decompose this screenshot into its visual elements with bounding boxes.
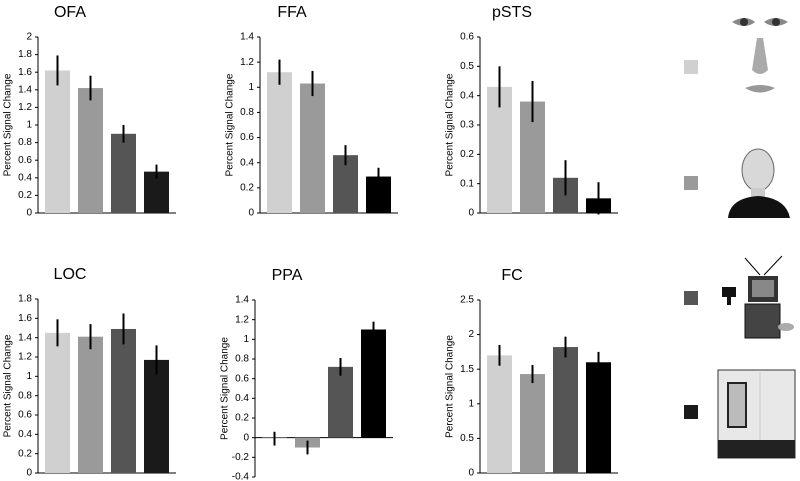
legend-swatch [684, 291, 698, 305]
y-tick-label: 0.6 [18, 155, 32, 166]
y-tick-label: 0.8 [235, 354, 249, 365]
bar [78, 336, 103, 473]
y-tick-label: 1.6 [18, 313, 32, 324]
y-tick-label: 1.5 [460, 364, 474, 375]
y-tick-label: 0.5 [460, 61, 474, 72]
legend-swatch [684, 176, 698, 190]
y-tick-label: 1.2 [18, 102, 32, 113]
bar [267, 72, 292, 213]
y-tick-label: 0 [468, 208, 474, 219]
y-tick-label: 1.6 [18, 67, 32, 78]
y-tick-label: 0.2 [235, 413, 249, 424]
bar [300, 83, 325, 213]
bar [45, 70, 70, 213]
y-tick-label: 0.4 [18, 172, 32, 183]
y-tick-label: 0.2 [18, 448, 32, 459]
y-tick-label: 0.6 [18, 410, 32, 421]
y-tick-label: 1.8 [18, 294, 32, 305]
y-tick-label: 1.4 [18, 84, 32, 95]
y-tick-label: 0.2 [240, 182, 254, 193]
bar [45, 332, 70, 473]
y-tick-label: 1.2 [240, 57, 254, 68]
panel-title: FC [501, 267, 522, 284]
y-tick-label: 0 [248, 208, 254, 219]
y-tick-label: 0.8 [240, 107, 254, 118]
y-axis-label: Percent Signal Change [3, 73, 14, 176]
y-tick-label: 1.4 [240, 32, 254, 43]
y-tick-label: 1.8 [18, 49, 32, 60]
scene-image [717, 369, 796, 459]
y-tick-label: 0.8 [18, 390, 32, 401]
panel-title: FFA [277, 4, 307, 21]
panel-title: OFA [54, 4, 86, 21]
bar [328, 366, 353, 438]
y-tick-label: 0.5 [460, 433, 474, 444]
y-axis-label: Percent Signal Change [3, 334, 14, 437]
y-tick-label: 0.8 [18, 137, 32, 148]
y-tick-label: 1 [26, 120, 32, 131]
y-tick-label: 0.6 [460, 32, 474, 43]
legend-swatch [684, 405, 698, 419]
bar [487, 355, 512, 473]
y-tick-label: 0.2 [18, 190, 32, 201]
y-axis-label: Percent Signal Change [445, 335, 456, 438]
y-tick-label: 0 [243, 432, 249, 443]
bar [586, 362, 611, 473]
face-parts-image [732, 18, 788, 93]
y-axis-label: Percent Signal Change [445, 73, 456, 176]
y-tick-label: 0.4 [235, 393, 249, 404]
y-tick-label: 0 [468, 468, 474, 479]
panel-title: pSTS [492, 4, 532, 21]
bar [78, 88, 103, 213]
y-tick-label: 0.4 [460, 90, 474, 101]
y-tick-label: 0.4 [18, 429, 32, 440]
y-tick-label: -0.2 [232, 452, 250, 463]
y-tick-label: 1.2 [235, 314, 249, 325]
y-tick-label: 1.4 [18, 332, 32, 343]
bar [111, 133, 136, 213]
y-tick-label: 0 [26, 468, 32, 479]
y-tick-label: 1 [243, 334, 249, 345]
legend-swatch [684, 60, 698, 74]
y-tick-label: 2 [26, 32, 32, 43]
y-tick-label: 1.4 [235, 295, 249, 306]
objects-image [722, 255, 794, 339]
bar [553, 347, 578, 473]
y-tick-label: -0.4 [232, 472, 250, 481]
bar [487, 86, 512, 213]
bar [144, 359, 169, 473]
y-tick-label: 0 [26, 208, 32, 219]
y-tick-label: 1 [26, 371, 32, 382]
bar [520, 374, 545, 473]
y-tick-label: 0.6 [240, 132, 254, 143]
body-image [728, 148, 790, 218]
y-axis-label: Percent Signal Change [220, 337, 231, 440]
y-tick-label: 0.6 [235, 373, 249, 384]
panel-title: PPA [272, 267, 303, 284]
y-tick-label: 0.1 [460, 178, 474, 189]
y-axis-label: Percent Signal Change [225, 73, 236, 176]
bar [361, 329, 386, 438]
y-tick-label: 0.3 [460, 120, 474, 131]
y-tick-label: 1 [468, 398, 474, 409]
bar [111, 328, 136, 473]
y-tick-label: 1.2 [18, 352, 32, 363]
y-tick-label: 0.2 [460, 149, 474, 160]
y-tick-label: 1 [248, 82, 254, 93]
panel-title: LOC [54, 266, 87, 283]
y-tick-label: 0.4 [240, 157, 254, 168]
y-tick-label: 2.5 [460, 295, 474, 306]
y-tick-label: 2 [468, 329, 474, 340]
